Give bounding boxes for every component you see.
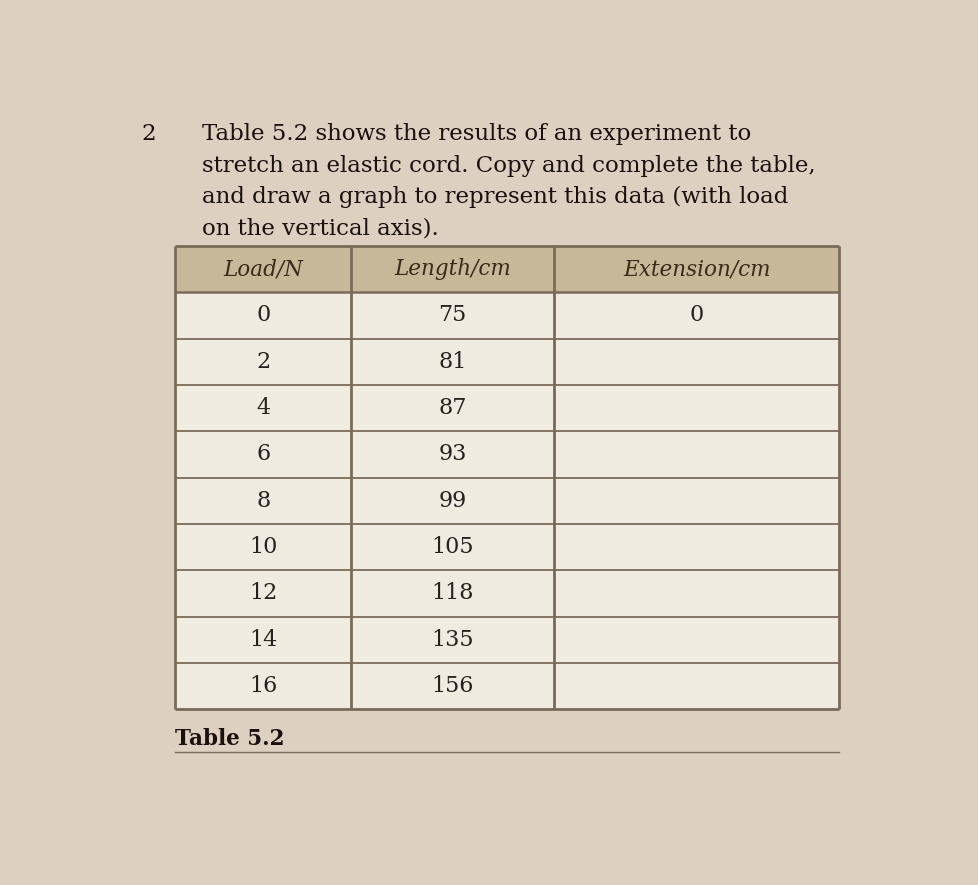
Text: 93: 93	[438, 443, 467, 466]
Text: Extension/cm: Extension/cm	[622, 258, 770, 280]
Text: 99: 99	[438, 489, 467, 512]
Text: 118: 118	[431, 582, 473, 604]
Text: 8: 8	[256, 489, 270, 512]
Text: 75: 75	[438, 304, 467, 327]
Text: Length/cm: Length/cm	[394, 258, 511, 280]
Text: 16: 16	[249, 675, 278, 697]
Text: Load/N: Load/N	[223, 258, 303, 280]
Text: 2: 2	[141, 123, 156, 145]
Text: 0: 0	[689, 304, 703, 327]
Text: 2: 2	[256, 350, 270, 373]
Text: 14: 14	[249, 628, 278, 650]
Text: 87: 87	[438, 397, 467, 419]
Text: 81: 81	[438, 350, 467, 373]
Bar	[175, 246, 838, 709]
Text: 6: 6	[256, 443, 270, 466]
Text: 135: 135	[431, 628, 473, 650]
Text: 0: 0	[256, 304, 270, 327]
Text: Table 5.2: Table 5.2	[175, 728, 285, 750]
Text: 156: 156	[431, 675, 473, 697]
Text: 12: 12	[249, 582, 278, 604]
Text: Table 5.2 shows the results of an experiment to
stretch an elastic cord. Copy an: Table 5.2 shows the results of an experi…	[201, 123, 815, 240]
Text: 105: 105	[431, 536, 473, 558]
Bar	[175, 246, 838, 292]
Text: 10: 10	[249, 536, 278, 558]
Text: 4: 4	[256, 397, 270, 419]
